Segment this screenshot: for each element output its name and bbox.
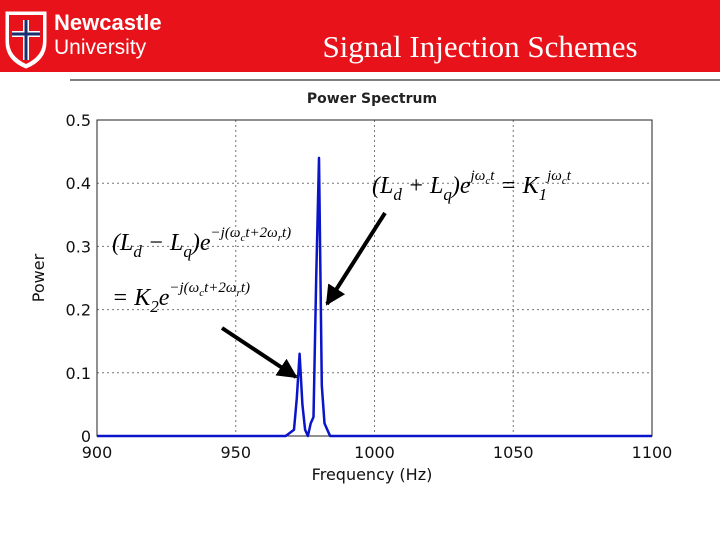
equation-part: e — [159, 285, 170, 311]
equation-part: )e — [190, 230, 211, 256]
equation-part: c — [562, 175, 567, 187]
equation-part: r — [237, 287, 242, 299]
spectrum-line — [97, 156, 652, 438]
equation-part: 1 — [539, 185, 548, 204]
y-tick-label: 0.4 — [66, 174, 91, 193]
equation-part: d — [133, 242, 142, 261]
header-band — [0, 0, 720, 72]
y-tick-label: 0.1 — [66, 364, 91, 383]
x-axis-label: Frequency (Hz) — [312, 465, 433, 484]
equation-part: 2 — [150, 297, 159, 316]
arrow — [325, 211, 387, 306]
equation-part: c — [240, 232, 245, 244]
plot: 0 0.1 0.2 0.3 0.4 0.5 900 950 1000 1050 1100 — [66, 111, 673, 462]
equation-part: = K — [494, 173, 540, 199]
equation-part: t+2ω — [245, 225, 277, 241]
equation-part: (L — [372, 173, 393, 199]
equation-part: t — [567, 168, 572, 184]
slide-title: Signal Injection Schemes — [322, 29, 637, 64]
y-tick-label: 0.5 — [66, 111, 91, 130]
equation-part: + L — [402, 173, 444, 199]
y-tick-label: 0.2 — [66, 301, 91, 320]
equation-part: −j(ω — [169, 280, 199, 296]
y-tick-label: 0 — [81, 427, 91, 446]
equation-part: c — [485, 175, 490, 187]
plot-area — [97, 120, 652, 436]
equation-part: t — [490, 168, 495, 184]
equation-part: −j(ω — [211, 225, 241, 241]
equation-part: t) — [241, 280, 250, 296]
x-tick-label: 1100 — [632, 443, 673, 462]
equation: (Ld − Lq)e−j(ωct+2ωrt) — [112, 225, 291, 261]
equation-part: = K — [112, 285, 152, 311]
annotations: (Ld + Lq)ejωct = K1jωct(Ld − Lq)e−j(ωct+… — [112, 168, 572, 316]
logo-text: University — [54, 36, 147, 59]
x-tick-label: 950 — [220, 443, 251, 462]
logo-text: Newcastle — [54, 10, 162, 35]
equation-part: d — [393, 185, 402, 204]
equation: (Ld + Lq)ejωct = K1jωct — [372, 168, 572, 204]
equation-part: q — [183, 242, 192, 261]
x-tick-label: 1000 — [354, 443, 395, 462]
logo-shield — [5, 11, 47, 69]
equation-part: )e — [450, 173, 471, 199]
x-tick-label: 1050 — [493, 443, 534, 462]
equation-part: − L — [142, 230, 184, 256]
equation-part: q — [443, 185, 452, 204]
chart-title: Power Spectrum — [307, 91, 437, 107]
arrow — [220, 326, 298, 379]
equation: = K2e−j(ωct+2ωrt) — [112, 280, 250, 316]
x-tick-label: 900 — [82, 443, 113, 462]
y-tick-label: 0.3 — [66, 237, 91, 256]
equation-part: (L — [112, 230, 133, 256]
equation-part: t+2ω — [204, 280, 236, 296]
equation-part: jω — [469, 168, 486, 184]
equation-part: jω — [545, 168, 562, 184]
y-axis-label: Power — [29, 253, 48, 302]
equation-part: r — [278, 232, 283, 244]
equation-part: c — [199, 287, 204, 299]
equation-part: t) — [282, 225, 291, 241]
